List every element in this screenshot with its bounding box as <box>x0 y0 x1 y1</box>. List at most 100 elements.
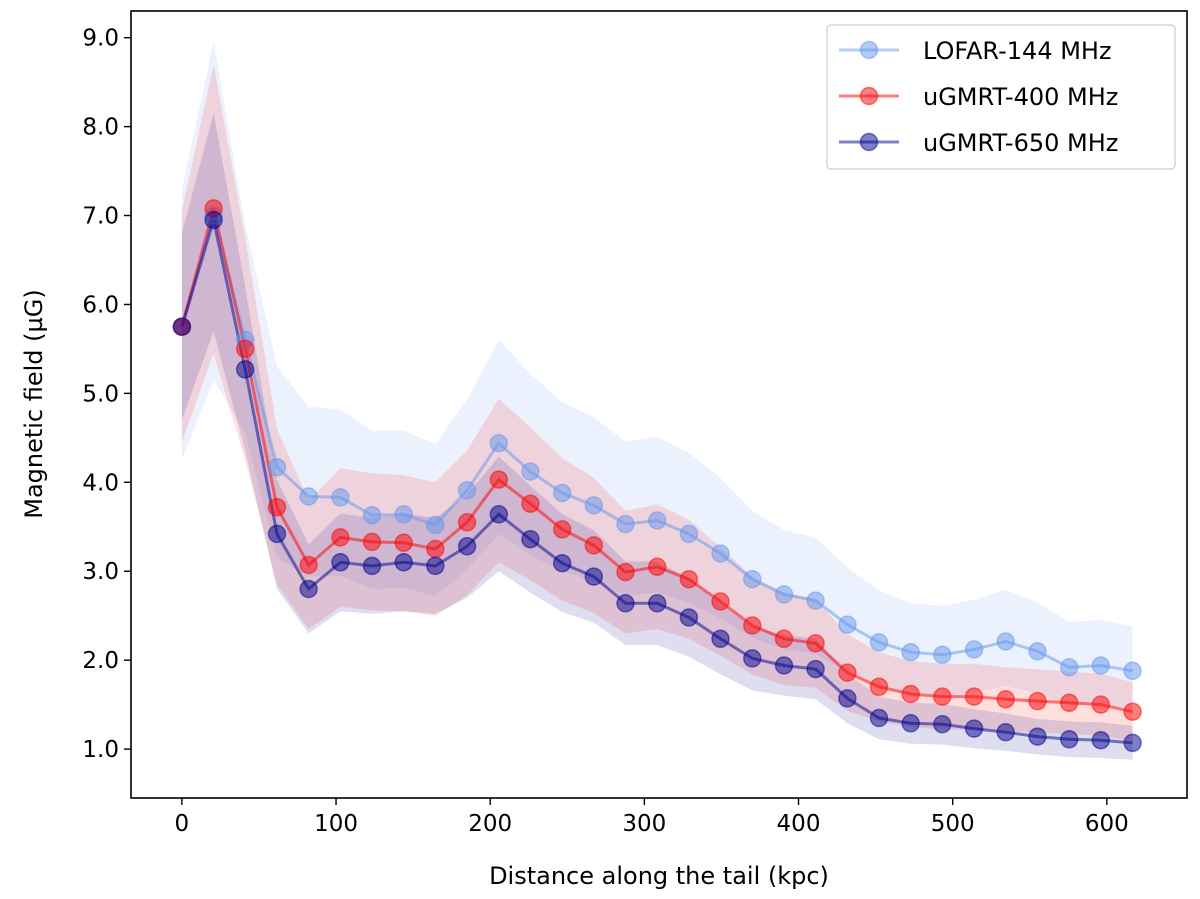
point-series-2-23 <box>901 714 920 733</box>
point-series-2-14 <box>616 594 635 613</box>
point-series-2-28 <box>1059 730 1079 749</box>
point-series-1-22 <box>869 677 889 697</box>
x-tick-label-100: 100 <box>314 811 358 837</box>
y-tick-label-3: 4.0 <box>82 470 119 496</box>
point-series-0-20 <box>806 591 825 610</box>
point-series-1-18 <box>743 616 762 635</box>
y-tick-label-7: 8.0 <box>82 115 119 141</box>
axes-frame <box>130 10 1188 799</box>
point-series-1-4 <box>299 555 318 575</box>
legend: LOFAR-144 MHz uGMRT-400 MHz uGMRT-650 MHz <box>826 24 1176 170</box>
y-tick-label-4: 5.0 <box>82 381 119 407</box>
legend-label-1: uGMRT-400 MHz <box>923 83 1118 111</box>
point-series-1-24 <box>933 687 952 706</box>
point-series-2-16 <box>679 608 699 627</box>
y-axis-label: Magnetic field (µG) <box>20 289 48 519</box>
point-series-2-9 <box>457 537 477 556</box>
point-series-1-3 <box>267 497 287 517</box>
point-series-0-23 <box>901 642 920 662</box>
point-series-1-10 <box>489 470 509 489</box>
y-axis-ticks: 1.0 2.0 3.0 4.0 5.0 6.0 7.0 8.0 9.0 <box>82 26 131 763</box>
point-series-0-18 <box>743 569 762 589</box>
x-axis-label: Distance along the tail (kpc) <box>489 862 829 890</box>
point-series-2-27 <box>1028 727 1047 746</box>
point-series-1-16 <box>679 569 699 589</box>
band-series-1 <box>181 64 1133 742</box>
point-series-1-19 <box>774 629 794 649</box>
point-series-1-29 <box>1091 695 1111 714</box>
point-series-2-20 <box>806 659 825 679</box>
point-series-2-29 <box>1091 730 1111 750</box>
x-axis-ticks: 0 100 200 300 400 500 600 <box>175 798 1129 837</box>
point-series-0-16 <box>679 524 699 544</box>
y-tick-label-6: 7.0 <box>82 204 119 230</box>
confidence-bands <box>181 42 1133 760</box>
point-series-0-5 <box>331 488 350 507</box>
point-series-0-22 <box>869 633 889 652</box>
point-series-0-21 <box>838 615 857 634</box>
y-tick-label-5: 6.0 <box>82 292 119 318</box>
point-series-1-25 <box>964 687 984 706</box>
x-tick-label-200: 200 <box>468 811 512 837</box>
point-series-2-26 <box>996 722 1015 742</box>
point-series-1-7 <box>394 533 413 553</box>
x-tick-label-400: 400 <box>777 811 821 837</box>
legend-marker-1 <box>859 86 879 106</box>
point-series-0-12 <box>552 483 572 503</box>
point-series-2-1 <box>204 210 223 230</box>
point-series-0-13 <box>584 496 604 515</box>
point-series-2-22 <box>869 708 889 728</box>
legend-label-2: uGMRT-650 MHz <box>923 129 1118 157</box>
point-series-0-15 <box>647 511 667 530</box>
point-series-0-10 <box>489 433 509 453</box>
point-series-0-3 <box>267 457 287 477</box>
point-series-0-9 <box>457 481 477 500</box>
x-tick-label-500: 500 <box>931 811 975 837</box>
point-series-2-10 <box>489 505 509 524</box>
point-series-0-17 <box>711 544 730 563</box>
y-tick-label-1: 2.0 <box>82 648 119 674</box>
series-points <box>172 199 1142 753</box>
legend-marker-2 <box>859 132 879 152</box>
point-series-1-13 <box>584 536 604 555</box>
band-series-2 <box>181 113 1133 760</box>
point-series-2-5 <box>331 553 350 572</box>
point-series-0-26 <box>996 632 1015 651</box>
point-series-1-23 <box>901 684 920 704</box>
point-series-2-24 <box>933 714 952 734</box>
y-tick-label-8: 9.0 <box>82 26 119 52</box>
point-series-0-29 <box>1091 656 1111 675</box>
point-series-0-27 <box>1028 642 1047 661</box>
point-series-2-21 <box>838 689 857 708</box>
point-series-2-18 <box>743 649 762 668</box>
point-series-1-9 <box>457 513 477 532</box>
y-tick-label-0: 1.0 <box>82 737 119 763</box>
legend-box <box>826 24 1176 170</box>
point-series-2-4 <box>299 579 318 599</box>
point-series-2-15 <box>647 594 667 613</box>
point-series-2-6 <box>362 556 382 576</box>
point-series-0-24 <box>933 645 952 665</box>
point-series-2-3 <box>267 524 287 544</box>
point-series-1-17 <box>711 592 730 611</box>
point-series-1-14 <box>616 562 635 582</box>
point-series-1-20 <box>806 634 825 653</box>
x-tick-label-0: 0 <box>175 811 190 837</box>
point-series-2-7 <box>394 553 413 572</box>
x-tick-label-300: 300 <box>622 811 666 837</box>
point-series-0-7 <box>394 505 413 524</box>
point-series-1-28 <box>1059 693 1079 713</box>
point-series-2-17 <box>711 629 730 649</box>
point-series-1-8 <box>426 539 445 559</box>
point-series-2-8 <box>426 556 445 576</box>
point-series-1-26 <box>996 690 1015 709</box>
point-series-1-30 <box>1123 702 1142 721</box>
point-series-1-2 <box>235 339 255 359</box>
point-series-1-5 <box>331 528 350 547</box>
point-series-1-27 <box>1028 691 1047 711</box>
point-series-0-4 <box>299 487 318 506</box>
point-series-1-21 <box>838 663 857 682</box>
legend-marker-0 <box>859 40 879 60</box>
point-series-2-2 <box>235 360 255 379</box>
